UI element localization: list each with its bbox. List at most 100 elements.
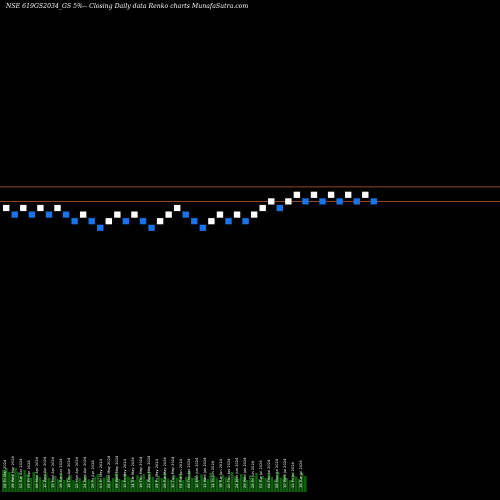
volume-bar [90, 480, 94, 492]
date-label: 24 Wed Apr 2024 [83, 456, 87, 488]
volume-bar [139, 477, 142, 492]
down-brick [319, 198, 326, 205]
date-label: 20 Thu Jun 2024 [227, 458, 231, 488]
volume-bar [194, 476, 197, 492]
volume-bar [276, 472, 280, 492]
down-brick [302, 198, 309, 205]
volume-bar [5, 468, 8, 492]
date-label: 24 Fri May 2024 [155, 458, 159, 488]
volume-bar [93, 476, 97, 492]
date-label: 02 Tue Jul 2024 [259, 460, 263, 488]
down-brick [71, 218, 78, 225]
volume-bar [124, 474, 127, 492]
date-label: 10 Fri May 2024 [123, 458, 127, 488]
volume-bar [175, 477, 179, 492]
volume-bar [50, 480, 54, 492]
date-labels: 08 Fri Mar 2024 28 Wed Mar 2024 02 Tue Apr… [3, 455, 303, 488]
down-brick [148, 224, 155, 231]
volume-bar [282, 475, 286, 492]
date-label: 22 Mon Apr 2024 [75, 456, 79, 488]
volume-bar [78, 478, 81, 492]
date-label: 16 Tue Apr 2024 [59, 458, 63, 488]
date-label: 30 Thu May 2024 [171, 456, 175, 488]
date-label: 08 Wed May 2024 [115, 455, 119, 488]
up-brick [174, 204, 181, 212]
up-brick [362, 191, 369, 198]
volume-bar [63, 480, 66, 492]
volume-bar [191, 478, 194, 492]
volume-bar [81, 480, 84, 492]
date-label: 14 Tue May 2024 [131, 457, 135, 488]
up-brick [285, 198, 292, 205]
up-brick [79, 211, 87, 218]
volume-bar [258, 479, 261, 492]
up-brick [327, 191, 335, 198]
volume-bar [285, 478, 289, 492]
volume-bar [246, 480, 249, 492]
volume-bar [102, 477, 106, 492]
up-brick [54, 204, 61, 212]
date-label: 26 Wed Jun 2024 [243, 457, 247, 488]
volume-bar [117, 478, 121, 492]
date-label: 15 Mon Apr 2024 [51, 456, 55, 488]
up-brick [156, 218, 164, 225]
volume-bar [35, 475, 39, 492]
down-brick [97, 224, 104, 231]
volume-bar [169, 480, 173, 492]
volume-bar [23, 470, 26, 492]
up-brick [250, 211, 258, 218]
down-brick [276, 204, 283, 212]
down-brick [199, 224, 207, 231]
volume-bar [96, 474, 100, 492]
down-brick [370, 198, 378, 205]
volume-bar [239, 474, 243, 492]
up-brick [165, 211, 172, 218]
up-brick [268, 198, 275, 205]
date-label: 06 Thu Jun 2024 [187, 458, 191, 488]
volume-bar [294, 476, 298, 492]
volume-bar [29, 478, 33, 492]
date-label: 24 Mon Jun 2024 [235, 457, 239, 488]
volume-bar [303, 476, 307, 492]
date-label: 22 Wed May 2024 [147, 455, 151, 488]
renko-bricks [3, 191, 378, 231]
volume-bar [300, 472, 304, 492]
volume-bar [47, 478, 51, 492]
volume-bar [56, 479, 60, 492]
volume-bar [87, 479, 90, 492]
volume-bar [108, 480, 112, 492]
reference-lines [0, 186, 500, 202]
volume-bar [242, 476, 246, 492]
volume-bar [114, 472, 118, 492]
volume-bar [249, 475, 252, 492]
date-label: 02 Tue Apr 2024 [19, 458, 23, 488]
volume-bar [252, 477, 255, 492]
volume-bar [120, 480, 124, 492]
date-label: 16 Tue Jul 2024 [299, 460, 303, 488]
volume-bar [291, 474, 295, 492]
down-brick [28, 211, 36, 218]
volume-bar [185, 476, 188, 492]
date-label: 12 Fri Jul 2024 [291, 462, 295, 488]
date-label: 12 Wed Jun 2024 [203, 457, 207, 488]
volume-bar [227, 478, 231, 492]
volume-bar [188, 471, 191, 492]
date-label: 18 Tue Jun 2024 [219, 458, 223, 488]
volume-bar [255, 472, 258, 492]
up-brick [114, 211, 121, 218]
volume-bar [105, 475, 109, 492]
date-label: 04 Tue Jun 2024 [179, 458, 183, 488]
volume-bar [233, 476, 237, 492]
volume-bar [17, 472, 20, 492]
down-brick [242, 218, 249, 225]
down-brick [88, 218, 95, 225]
volume-bar [206, 479, 209, 492]
date-label: 03 Fri May 2024 [99, 458, 103, 488]
up-brick [310, 191, 318, 198]
date-label: 16 Thu May 2024 [139, 456, 143, 488]
volume-bar [203, 477, 206, 492]
volume-bar [127, 476, 130, 492]
volume-bar [178, 474, 182, 492]
